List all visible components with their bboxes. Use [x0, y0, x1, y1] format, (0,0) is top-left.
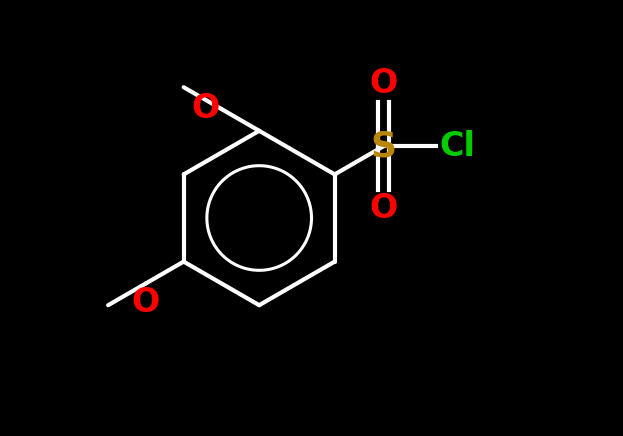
Text: Cl: Cl: [440, 129, 475, 163]
Text: O: O: [369, 192, 398, 225]
Text: O: O: [369, 67, 398, 100]
Text: O: O: [191, 92, 219, 126]
Text: S: S: [371, 129, 397, 163]
Text: O: O: [132, 286, 160, 319]
